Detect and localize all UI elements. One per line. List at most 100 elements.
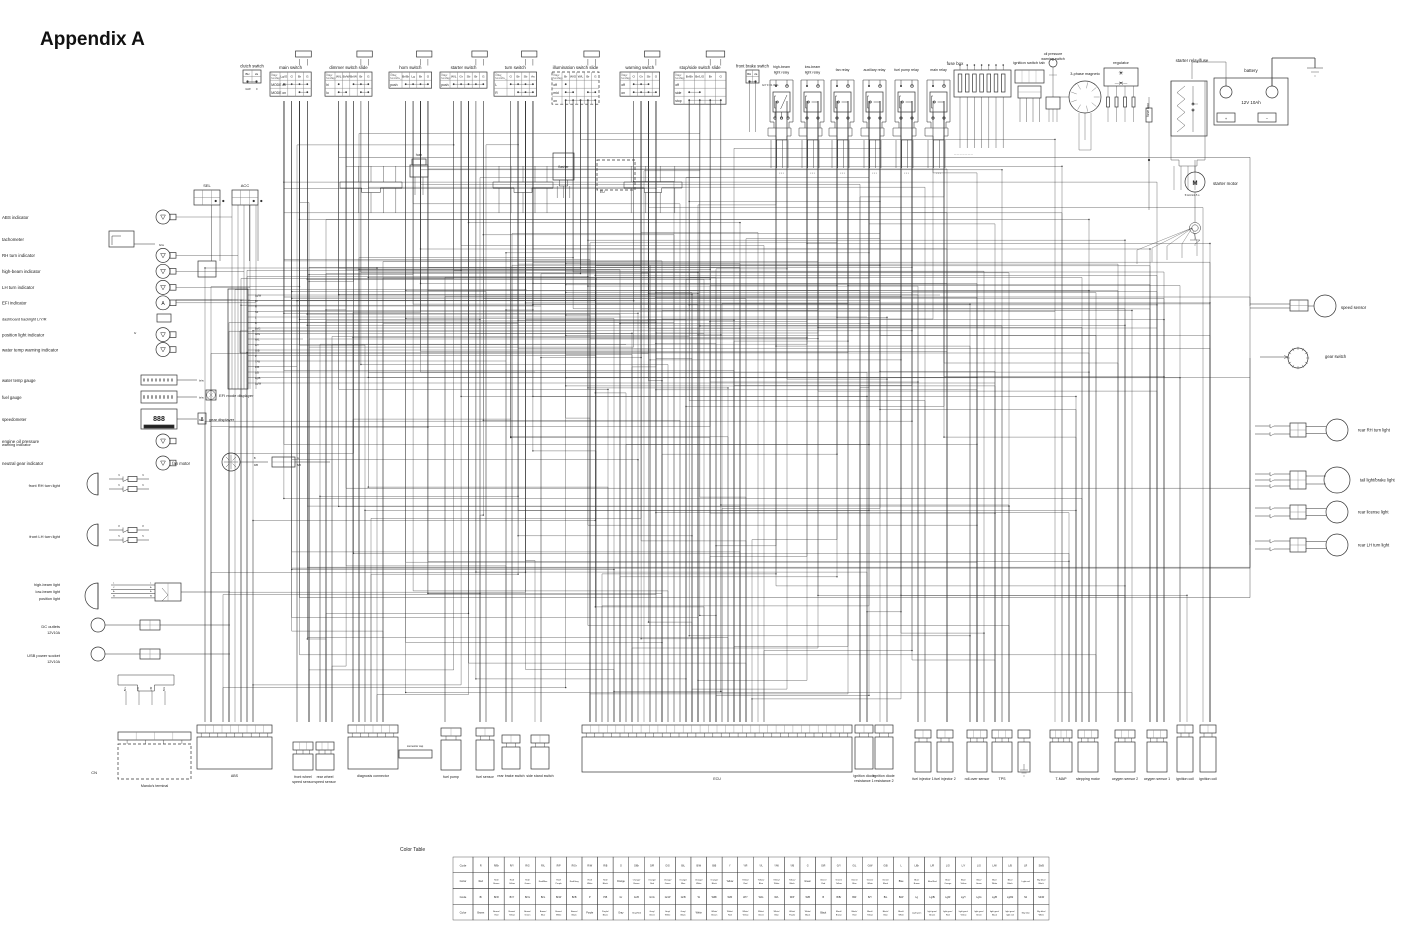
svg-text:Br: Br bbox=[564, 74, 567, 78]
svg-text:auxiliary relay: auxiliary relay bbox=[864, 68, 886, 72]
svg-text:high-beam indicator: high-beam indicator bbox=[2, 269, 41, 274]
svg-text:Gray/: Gray/ bbox=[649, 910, 655, 913]
svg-text:x x x: x x x bbox=[779, 173, 785, 175]
svg-text:main switch: main switch bbox=[279, 65, 302, 70]
svg-text:rear license light: rear license light bbox=[1358, 510, 1389, 515]
svg-text:BH: BH bbox=[246, 72, 250, 76]
svg-text:G/W: G/W bbox=[245, 87, 251, 91]
svg-text:— — — — — — —: — — — — — — — bbox=[954, 154, 974, 156]
svg-text:side: side bbox=[675, 91, 681, 95]
svg-text:Light red: Light red bbox=[1022, 880, 1031, 883]
svg-text:W/L: W/L bbox=[774, 896, 779, 899]
svg-text:Gr/G: Gr/G bbox=[649, 896, 654, 899]
svg-text:Br: Br bbox=[298, 74, 301, 78]
svg-text:L/O: L/O bbox=[946, 864, 950, 867]
svg-text:Green: Green bbox=[976, 913, 983, 916]
svg-text:Y/W: Y/W bbox=[774, 864, 779, 867]
svg-text:White: White bbox=[867, 882, 873, 885]
svg-text:Yellow/: Yellow/ bbox=[742, 880, 749, 882]
svg-text:Black/: Black/ bbox=[898, 911, 904, 913]
svg-text:W/B: W/B bbox=[805, 896, 810, 899]
svg-text:oxygen sensor 2: oxygen sensor 2 bbox=[1112, 777, 1138, 781]
svg-text:battery: battery bbox=[1244, 68, 1258, 73]
svg-text:Brown: Brown bbox=[711, 913, 718, 916]
svg-text:off: off bbox=[621, 83, 625, 87]
svg-text:2a: 2a bbox=[754, 72, 758, 76]
svg-text:Gray/: Gray/ bbox=[681, 910, 687, 913]
svg-text:Green/: Green/ bbox=[820, 879, 827, 882]
svg-text:Yellow: Yellow bbox=[867, 914, 873, 916]
svg-text:function: function bbox=[553, 76, 563, 80]
svg-text:fuse box: fuse box bbox=[1146, 103, 1150, 117]
svg-text:G/W: G/W bbox=[868, 864, 874, 867]
svg-text:fuse box: fuse box bbox=[947, 61, 964, 66]
svg-text:ignition diode: ignition diode bbox=[853, 774, 874, 778]
svg-text:B/W: B/W bbox=[696, 864, 701, 867]
svg-text:x x x: x x x bbox=[936, 173, 942, 175]
svg-text:neutral gear indicator: neutral gear indicator bbox=[2, 461, 44, 466]
svg-text:Orange/: Orange/ bbox=[695, 879, 703, 882]
svg-text:L: L bbox=[495, 83, 497, 87]
svg-text:Color: Color bbox=[326, 73, 333, 77]
svg-text:Br: Br bbox=[150, 594, 152, 597]
svg-text:Color: Color bbox=[553, 73, 560, 77]
svg-text:Br/L/G: Br/L/G bbox=[695, 74, 705, 78]
svg-text:light gren/: light gren/ bbox=[974, 910, 984, 913]
svg-text:Orange/: Orange/ bbox=[648, 879, 656, 882]
svg-text:Yellow: Yellow bbox=[742, 914, 748, 916]
svg-text:Br/G: Br/G bbox=[255, 326, 260, 330]
svg-text:horn switch: horn switch bbox=[399, 65, 422, 70]
svg-text:Br/W: Br/W bbox=[556, 896, 562, 899]
svg-text:main relay: main relay bbox=[930, 68, 947, 72]
svg-text:R/W: R/W bbox=[587, 864, 592, 867]
svg-text:function: function bbox=[495, 76, 505, 80]
svg-text:front LH turn light: front LH turn light bbox=[29, 534, 61, 539]
svg-text:Sb: Sb bbox=[255, 310, 259, 314]
svg-text:front RH turn light: front RH turn light bbox=[29, 483, 61, 488]
svg-text:tachometer: tachometer bbox=[2, 237, 25, 242]
svg-text:Black/: Black/ bbox=[883, 911, 889, 913]
svg-text:Blue/Red: Blue/Red bbox=[928, 881, 937, 883]
svg-text:DC outlets: DC outlets bbox=[41, 624, 60, 629]
svg-text:Br/B: Br/B bbox=[572, 896, 577, 899]
svg-text:Orange/: Orange/ bbox=[664, 879, 672, 882]
svg-text:off: off bbox=[553, 83, 557, 87]
svg-text:W/G: W/G bbox=[570, 74, 577, 78]
svg-text:Green: Green bbox=[525, 882, 532, 885]
svg-text:light gren/: light gren/ bbox=[1006, 910, 1016, 913]
svg-text:Appendix A: Appendix A bbox=[40, 29, 145, 50]
svg-text:W/Y: W/Y bbox=[743, 896, 748, 899]
svg-text:Green: Green bbox=[758, 913, 765, 916]
svg-text:Red/: Red/ bbox=[588, 880, 593, 882]
svg-text:stop/side switch slide: stop/side switch slide bbox=[679, 65, 721, 70]
svg-text:Br/W: Br/W bbox=[343, 74, 350, 78]
svg-text:ACC: ACC bbox=[241, 183, 250, 188]
svg-text:Red/Blue: Red/Blue bbox=[539, 881, 548, 883]
svg-text:EFI mode displayer: EFI mode displayer bbox=[219, 393, 254, 398]
svg-text:L/Y: L/Y bbox=[962, 864, 966, 867]
svg-text:oxygen sensor 1: oxygen sensor 1 bbox=[1144, 777, 1170, 781]
svg-text:Gr/B: Gr/B bbox=[681, 896, 686, 899]
svg-text:White/: White/ bbox=[774, 910, 780, 913]
svg-text:R/Gr: R/Gr bbox=[572, 864, 577, 867]
svg-text:W/G: W/G bbox=[759, 896, 764, 899]
svg-text:front wheel: front wheel bbox=[294, 775, 312, 779]
svg-text:function: function bbox=[675, 76, 685, 80]
svg-text:low-beam: low-beam bbox=[805, 65, 821, 69]
svg-text:White: White bbox=[992, 882, 998, 885]
svg-text:Yellow/: Yellow/ bbox=[773, 880, 780, 882]
svg-text:Purple: Purple bbox=[556, 882, 563, 885]
svg-text:position light: position light bbox=[39, 597, 61, 601]
svg-text:x x x: x x x bbox=[840, 173, 846, 175]
svg-text:W/R: W/R bbox=[728, 896, 733, 899]
svg-text:Brown/: Brown/ bbox=[540, 910, 547, 913]
svg-text:Brown: Brown bbox=[634, 882, 641, 885]
svg-text:starter motor: starter motor bbox=[1213, 181, 1238, 186]
svg-text:3-phase magneto: 3-phase magneto bbox=[1070, 72, 1100, 76]
svg-text:Lg/G: Lg/G bbox=[976, 896, 981, 899]
svg-text:stepping motor: stepping motor bbox=[1076, 777, 1101, 781]
svg-text:Color: Color bbox=[460, 911, 467, 915]
svg-text:Orange: Orange bbox=[944, 882, 952, 885]
svg-text:function: function bbox=[390, 76, 400, 80]
svg-text:W/G: W/G bbox=[255, 332, 260, 336]
